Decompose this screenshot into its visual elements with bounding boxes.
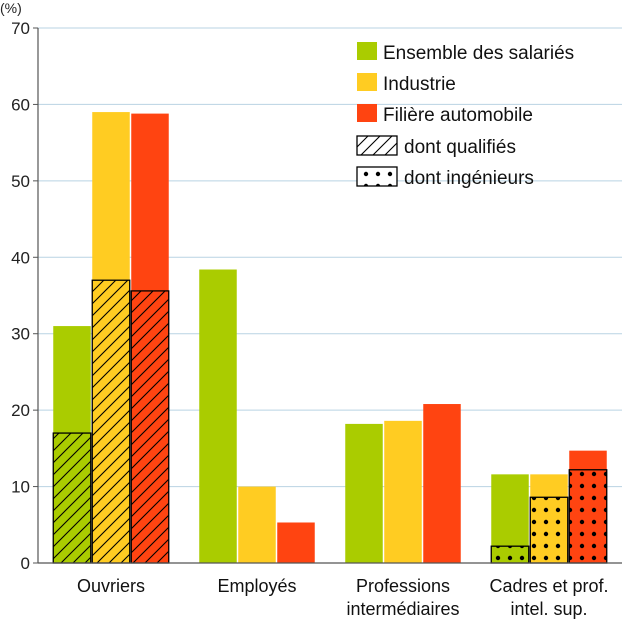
sub-bar (91, 279, 131, 564)
bar (277, 522, 315, 563)
legend-label: dont qualifiés (404, 137, 516, 158)
x-axis-labels: Ouvriers Employés Professions intermédiaire… (77, 576, 609, 619)
x-category-label: Cadres et prof. (489, 576, 608, 596)
x-category-label: intel. sup. (510, 599, 587, 619)
y-axis-unit: (%) (0, 0, 22, 16)
y-tick-label: 20 (11, 401, 30, 420)
axes (37, 28, 622, 564)
bar (238, 486, 276, 563)
x-category-label: Ouvriers (77, 576, 145, 596)
y-tick-label: 60 (11, 95, 30, 114)
legend-swatch (357, 104, 377, 122)
legend-swatch (357, 42, 377, 60)
legend-swatch (356, 135, 398, 156)
y-tick-label: 50 (11, 172, 30, 191)
sub-bar (490, 545, 530, 564)
x-category-label: intermédiaires (346, 599, 459, 619)
legend-swatch (356, 166, 398, 187)
y-tick-label: 30 (11, 325, 30, 344)
bars (52, 112, 608, 564)
bar (384, 420, 422, 563)
legend-label: Filière automobile (383, 105, 533, 126)
bar (345, 423, 383, 563)
legend-label: Ensemble des salariés (383, 43, 574, 64)
y-tick-label: 10 (11, 478, 30, 497)
x-category-label: Professions (356, 576, 450, 596)
y-axis-ticks: 0 10 20 30 40 50 60 70 (11, 19, 38, 573)
legend-label: dont ingénieurs (404, 168, 534, 189)
y-tick-label: 0 (21, 554, 30, 573)
sub-bar (529, 496, 569, 564)
bar (199, 269, 237, 563)
sub-bar (130, 290, 170, 564)
sub-bar (568, 469, 608, 564)
legend-swatch (357, 73, 377, 91)
legend: Ensemble des salariés Industrie Filière au… (356, 42, 574, 189)
x-category-label: Employés (217, 576, 296, 596)
y-tick-label: 40 (11, 248, 30, 267)
y-tick-label: 70 (11, 19, 30, 38)
legend-label: Industrie (383, 74, 456, 95)
sub-bar (52, 432, 92, 564)
bar (423, 404, 461, 563)
